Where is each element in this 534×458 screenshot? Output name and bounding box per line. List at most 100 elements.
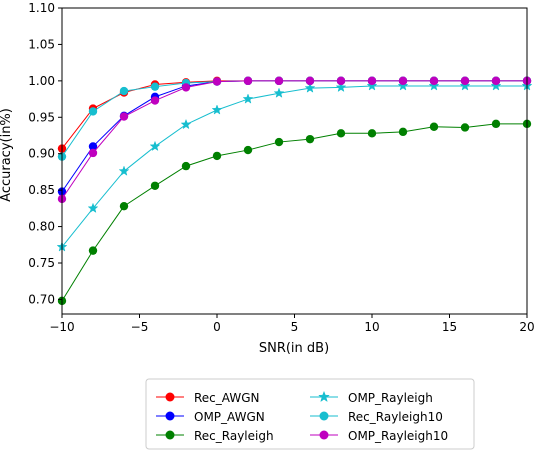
data-point [88, 142, 98, 151]
legend-label: Rec_AWGN [194, 391, 259, 405]
data-point [118, 165, 130, 176]
legend-entry: OMP_Rayleigh10 [310, 429, 448, 443]
data-point [491, 76, 501, 86]
y-axis-label: Accuracy(in%) [0, 108, 14, 202]
data-point [305, 134, 315, 144]
data-point [491, 119, 501, 129]
data-point [367, 76, 377, 86]
legend-entry: Rec_AWGN [156, 391, 259, 405]
legend-label: OMP_AWGN [194, 410, 265, 424]
data-point [150, 82, 160, 91]
series-Rec_AWGN [57, 76, 532, 153]
data-point [119, 86, 129, 96]
data-point [428, 80, 440, 91]
x-tick-label: 0 [213, 320, 221, 334]
axes-layer: −10 −5 0 5 10 15 20 0.70 0.75 0.80 0.85 0.90 0.95 1.0… [28, 1, 534, 334]
y-tick-label: 0.90 [28, 147, 55, 161]
data-point [243, 145, 253, 155]
legend-box [145, 378, 475, 450]
data-point [429, 122, 439, 131]
x-tick-label: 10 [364, 320, 379, 334]
legend-swatch-marker [319, 411, 329, 421]
data-point [212, 77, 222, 86]
data-point [429, 76, 439, 86]
series-line [61, 80, 527, 157]
plot-frame [61, 7, 528, 315]
data-point [274, 76, 284, 86]
legend-label: Rec_Rayleigh10 [348, 410, 443, 424]
legend-entry: Rec_Rayleigh10 [310, 410, 443, 424]
data-point [243, 76, 253, 86]
series-Rec_Rayleigh10 [57, 76, 532, 161]
x-tick-label: −5 [131, 320, 149, 334]
data-point [304, 82, 316, 93]
plot-layer [56, 76, 533, 306]
data-point [119, 201, 129, 211]
data-point [87, 202, 99, 213]
y-tick-label: 0.95 [28, 110, 55, 124]
legend-swatch-marker [165, 411, 175, 421]
x-tick-label: 20 [519, 320, 534, 334]
legend-swatch-marker [319, 430, 329, 440]
data-point [211, 104, 223, 115]
legend: Rec_AWGN OMP_AWGN Rec_Rayleigh OMP_Rayleigh… [145, 378, 475, 450]
series-line [61, 80, 527, 192]
series-OMP_Rayleigh [56, 80, 533, 252]
data-point [181, 83, 191, 92]
y-tick-label: 1.10 [28, 1, 55, 15]
data-point [273, 87, 285, 98]
series-Rec_Rayleigh [57, 119, 532, 306]
legend-entry: Rec_Rayleigh [156, 429, 274, 443]
data-point [335, 81, 347, 93]
series-OMP_Rayleigh10 [57, 76, 532, 204]
data-point [336, 129, 346, 138]
series-line [61, 123, 527, 302]
y-tick-label: 0.80 [28, 220, 55, 234]
legend-entry: OMP_AWGN [156, 410, 265, 424]
data-point [305, 76, 315, 86]
legend-swatch-marker [318, 390, 330, 403]
data-point [367, 129, 377, 138]
legend-label: Rec_Rayleigh [194, 429, 274, 443]
data-point [212, 151, 222, 161]
data-point [180, 118, 192, 130]
x-tick-label: 15 [442, 320, 457, 334]
data-point [150, 96, 160, 105]
data-point [274, 137, 284, 147]
data-point [119, 112, 129, 121]
y-tick-label: 0.75 [28, 256, 55, 270]
legend-label: OMP_Rayleigh [348, 391, 433, 405]
data-point [459, 80, 471, 91]
data-point [149, 140, 161, 152]
y-tick-label: 1.05 [28, 37, 55, 51]
legend-swatch-marker [165, 392, 175, 402]
x-axis-label: SNR(in dB) [259, 341, 329, 356]
data-point [366, 80, 378, 91]
data-point [398, 76, 408, 86]
data-point [88, 107, 98, 116]
data-point [398, 127, 408, 137]
x-tick-label: −10 [49, 320, 74, 334]
data-point [181, 161, 191, 171]
series-line [61, 80, 527, 200]
data-point [460, 76, 470, 86]
data-point [490, 80, 502, 91]
legend-swatch-marker [165, 430, 175, 440]
series-OMP_AWGN [57, 76, 532, 196]
data-point [88, 148, 98, 158]
y-tick-label: 1.00 [28, 74, 55, 88]
x-tick-label: 5 [291, 320, 299, 334]
legend-label: OMP_Rayleigh10 [348, 429, 448, 443]
data-point [150, 181, 160, 190]
data-point [460, 123, 470, 132]
legend-entry: OMP_Rayleigh [310, 390, 433, 405]
data-point [397, 80, 409, 91]
data-point [242, 93, 254, 104]
data-point [336, 76, 346, 86]
data-point [88, 246, 98, 255]
y-tick-label: 0.70 [28, 292, 55, 306]
series-line [61, 85, 527, 248]
y-tick-label: 0.85 [28, 183, 55, 197]
